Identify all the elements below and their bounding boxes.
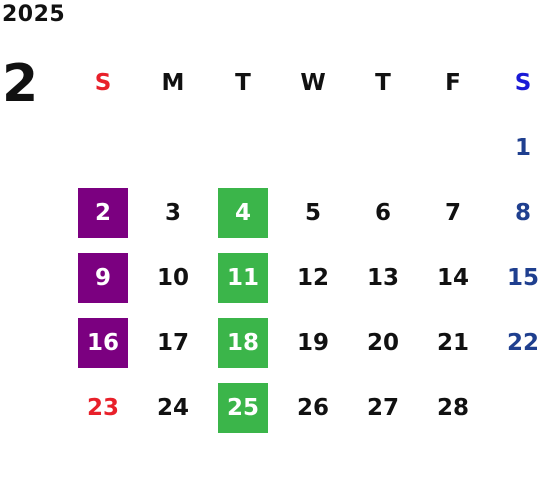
day-number: 8 [514,199,531,226]
highlighted-day-green: 25 [218,382,268,433]
day-cell: 22 [488,310,548,375]
day-number: 14 [436,264,469,291]
year-label: 2025 [2,2,66,27]
empty-day-cell [208,115,278,180]
day-cell: 17 [138,310,208,375]
day-cell: 1 [488,115,548,180]
day-cell: 7 [418,180,488,245]
weekday-header: T [375,69,391,96]
day-cell: 26 [278,375,348,440]
highlighted-day-purple: 2 [78,187,128,238]
day-number: 28 [436,394,469,421]
weekday-header: F [445,69,461,96]
day-number: 7 [444,199,461,226]
day-cell: 16 [68,310,138,375]
day-number: 23 [86,394,119,421]
day-cell: 23 [68,375,138,440]
empty-day-cell [348,115,418,180]
day-cell: 2 [68,180,138,245]
day-number: 19 [296,329,329,356]
empty-day-cell [278,115,348,180]
weekday-header: T [235,69,251,96]
day-number: 15 [506,264,539,291]
weekday-header: M [161,69,185,96]
highlighted-day-purple: 9 [78,252,128,303]
weekday-header: S [94,69,112,96]
day-cell: 3 [138,180,208,245]
day-cell: 21 [418,310,488,375]
highlighted-day-purple: 16 [78,317,128,368]
day-cell: 18 [208,310,278,375]
day-cell: 6 [348,180,418,245]
day-cell: 15 [488,245,548,310]
day-number: 21 [436,329,469,356]
day-cell: 10 [138,245,208,310]
day-number: 3 [164,199,181,226]
day-number: 1 [514,134,531,161]
day-number: 27 [366,394,399,421]
calendar-grid: S M T W T F S 1 2 3 4 5 6 7 8 9 10 11 12 13 14 15 16 17 18 19 20 21… [68,50,548,440]
day-cell: 5 [278,180,348,245]
day-number: 24 [156,394,189,421]
day-number: 12 [296,264,329,291]
day-number: 5 [304,199,321,226]
day-cell: 27 [348,375,418,440]
day-number: 20 [366,329,399,356]
day-cell: 25 [208,375,278,440]
highlighted-day-green: 11 [218,252,268,303]
day-number: 26 [296,394,329,421]
day-cell: 12 [278,245,348,310]
day-cell: 13 [348,245,418,310]
day-number: 10 [156,264,189,291]
weekday-header: S [514,69,532,96]
highlighted-day-green: 4 [218,187,268,238]
empty-day-cell [138,115,208,180]
day-number: 22 [506,329,539,356]
empty-day-cell [488,375,548,440]
weekday-header: W [300,69,326,96]
empty-day-cell [418,115,488,180]
highlighted-day-green: 18 [218,317,268,368]
day-cell: 20 [348,310,418,375]
day-cell: 28 [418,375,488,440]
day-number: 6 [374,199,391,226]
day-number: 17 [156,329,189,356]
day-cell: 9 [68,245,138,310]
day-cell: 4 [208,180,278,245]
day-cell: 8 [488,180,548,245]
day-number: 13 [366,264,399,291]
empty-day-cell [68,115,138,180]
day-cell: 24 [138,375,208,440]
day-cell: 14 [418,245,488,310]
day-cell: 11 [208,245,278,310]
month-number: 2 [2,54,39,114]
day-cell: 19 [278,310,348,375]
